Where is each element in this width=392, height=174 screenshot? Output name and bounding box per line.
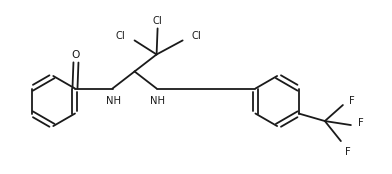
- Text: O: O: [72, 50, 80, 60]
- Text: NH: NH: [150, 96, 165, 105]
- Text: NH: NH: [106, 96, 121, 105]
- Text: Cl: Cl: [116, 31, 125, 41]
- Text: F: F: [358, 118, 364, 128]
- Text: F: F: [345, 147, 350, 157]
- Text: Cl: Cl: [192, 31, 201, 41]
- Text: Cl: Cl: [153, 16, 162, 26]
- Text: F: F: [349, 96, 355, 106]
